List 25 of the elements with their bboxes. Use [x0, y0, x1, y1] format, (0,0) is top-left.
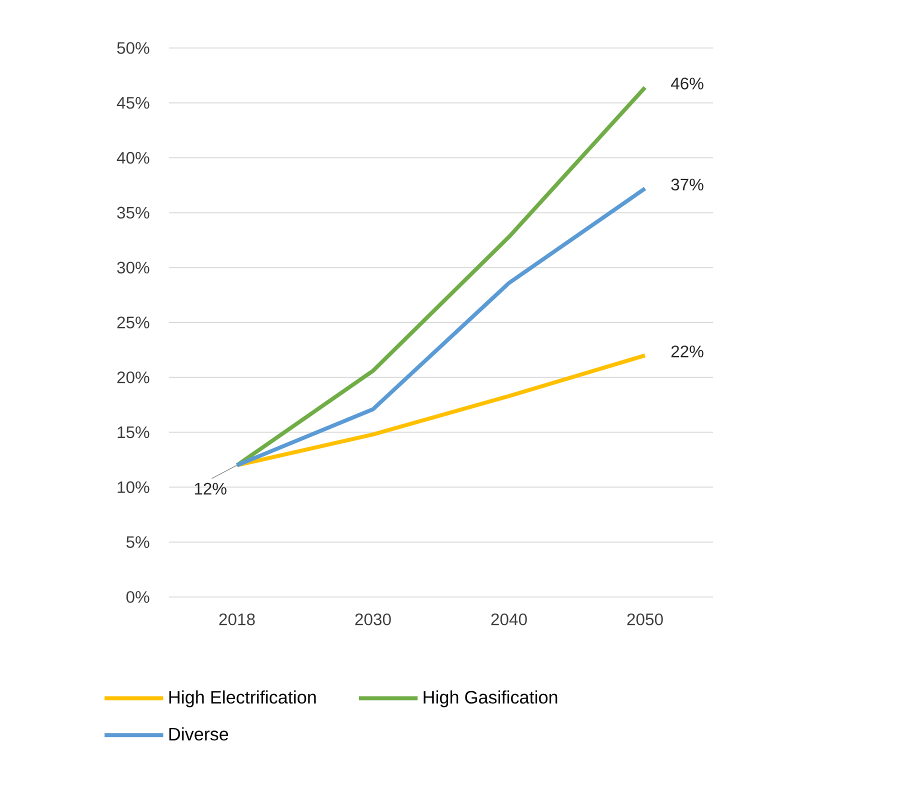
- x-tick-label: 2040: [491, 613, 527, 626]
- legend-label: High Gasification: [424, 690, 558, 708]
- y-tick-label: 25%: [117, 316, 150, 328]
- annotation: 46%: [670, 78, 704, 90]
- y-tick-label: 5%: [126, 536, 150, 548]
- x-tick-label: 2050: [627, 613, 663, 626]
- annotation: 12%: [194, 482, 226, 495]
- y-tick-label: 40%: [116, 152, 150, 164]
- x-tick-label: 2030: [355, 613, 391, 626]
- annotation: 22%: [671, 346, 704, 358]
- y-tick-label: 15%: [118, 426, 150, 438]
- y-tick-label: 10%: [118, 481, 150, 494]
- y-tick-label: 50%: [117, 42, 150, 54]
- y-tick-label: 35%: [117, 206, 150, 219]
- legend-label: High Electrification: [169, 690, 316, 708]
- line-series: [235, 186, 647, 468]
- line-series: [235, 86, 647, 468]
- y-tick-label: 45%: [116, 97, 150, 109]
- x-tick-label: 2018: [219, 613, 255, 626]
- legend-label: Diverse: [169, 727, 228, 741]
- line-series: [235, 353, 647, 468]
- y-tick-label: 30%: [117, 262, 150, 274]
- annotation: 37%: [671, 178, 704, 190]
- y-tick-label: 0%: [126, 591, 150, 603]
- y-tick-label: 20%: [117, 372, 150, 384]
